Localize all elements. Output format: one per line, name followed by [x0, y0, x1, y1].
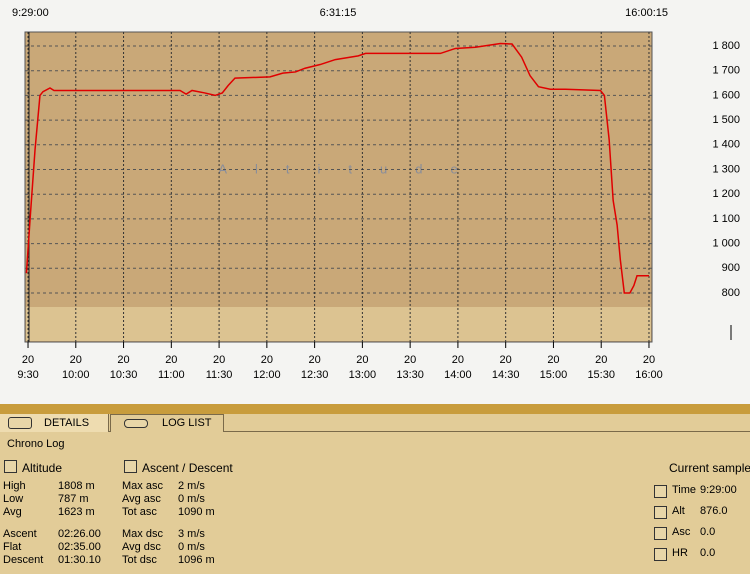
stat-value: 02:35.00: [58, 541, 101, 553]
x-tick-label: 12:00: [253, 369, 281, 381]
sample-label: HR: [672, 547, 688, 559]
x-tick-day: 20: [452, 354, 464, 366]
stat-label: Max asc: [122, 480, 163, 492]
sample-value: 0.0: [700, 526, 716, 538]
y-tick-label: 1 600: [712, 89, 740, 101]
y-tick-label: 800: [722, 287, 740, 299]
tab-label[interactable]: LOG LIST: [162, 417, 212, 429]
x-tick-label: 14:30: [492, 369, 520, 381]
stat-value: 2 m/s: [178, 480, 205, 492]
stat-value: 01:30.10: [58, 554, 101, 566]
tab-icon: [124, 419, 148, 428]
x-tick-day: 20: [595, 354, 607, 366]
icon: [654, 485, 667, 498]
x-tick-label: 9:30: [17, 369, 38, 381]
stat-label: Flat: [3, 541, 22, 553]
tab-line: [0, 431, 750, 432]
stat-value: 1808 m: [58, 480, 95, 492]
stat-label: Avg: [3, 506, 22, 518]
y-tick-label: 1 400: [712, 139, 740, 151]
x-tick-day: 20: [213, 354, 225, 366]
y-tick-label: 900: [722, 262, 740, 274]
stat-label: Tot asc: [122, 506, 157, 518]
y-tick-label: 1 700: [712, 65, 740, 77]
x-tick-day: 20: [547, 354, 559, 366]
icon: [4, 460, 17, 473]
tab-icon: [8, 417, 32, 429]
altitude-line: [25, 42, 649, 294]
sample-label: Time: [672, 484, 697, 496]
section-title: Chrono Log: [7, 438, 65, 450]
y-tick-label: 1 500: [712, 114, 740, 126]
stat-value: 0 m/s: [178, 493, 205, 505]
x-tick-day: 20: [165, 354, 177, 366]
sample-value: 0.0: [700, 547, 716, 559]
y-tick-label: 1 000: [712, 238, 740, 250]
stat-value: 3 m/s: [178, 528, 205, 540]
x-tick-label: 10:30: [110, 369, 138, 381]
stat-value: 787 m: [58, 493, 89, 505]
stat-label: Ascent: [3, 528, 37, 540]
stat-value: 0 m/s: [178, 541, 205, 553]
plot-area: [24, 31, 653, 343]
stat-value: 1096 m: [178, 554, 215, 566]
x-tick-label: 13:30: [396, 369, 424, 381]
watermark: Altitude: [218, 161, 485, 176]
x-tick-label: 14:00: [444, 369, 472, 381]
x-tick-label: 15:00: [540, 369, 568, 381]
y-tick-label: 1 800: [712, 40, 740, 52]
x-tick-day: 20: [404, 354, 416, 366]
stat-value: 02:26.00: [58, 528, 101, 540]
divider-bar: [0, 404, 750, 414]
x-tick-day: 20: [500, 354, 512, 366]
stat-label: Tot dsc: [122, 554, 157, 566]
icon: [124, 460, 137, 473]
y-tick-label: 1 100: [712, 213, 740, 225]
plot-lower-band: [26, 307, 651, 341]
x-tick-label: 15:30: [587, 369, 615, 381]
sample-value: 9:29:00: [700, 484, 737, 496]
x-tick-label: 13:00: [349, 369, 377, 381]
icon: [654, 527, 667, 540]
icon: [654, 548, 667, 561]
x-tick-label: 12:30: [301, 369, 329, 381]
sample-label: Alt: [672, 505, 685, 517]
x-tick-day: 20: [70, 354, 82, 366]
stat-label: Avg asc: [122, 493, 161, 505]
group-title: Ascent / Descent: [142, 461, 233, 475]
tab-label[interactable]: DETAILS: [44, 417, 90, 429]
stat-label: Descent: [3, 554, 44, 566]
stat-label: Avg dsc: [122, 541, 161, 553]
stat-label: High: [3, 480, 26, 492]
x-tick-day: 20: [356, 354, 368, 366]
icon: [654, 506, 667, 519]
x-tick-day: 20: [261, 354, 273, 366]
x-tick-label: 11:00: [158, 369, 185, 381]
sample-value: 876.0: [700, 505, 728, 517]
x-tick-day: 20: [22, 354, 34, 366]
y-tick-label: 1 300: [712, 163, 740, 175]
sample-label: Asc: [672, 526, 691, 538]
details-panel: [0, 414, 750, 574]
x-tick-label: 11:30: [206, 369, 233, 381]
x-tick-label: 16:00: [635, 369, 663, 381]
start-time: 9:29:00: [12, 7, 49, 19]
stat-value: 1090 m: [178, 506, 215, 518]
group-title: Altitude: [22, 461, 63, 475]
group-title: Current sample: [669, 461, 750, 475]
stat-label: Low: [3, 493, 24, 505]
stat-value: 1623 m: [58, 506, 95, 518]
chart: 9:29:00 6:31:15 16:00:15 Altitude 800 900…: [12, 6, 740, 381]
end-time: 16:00:15: [625, 7, 668, 19]
x-tick-day: 20: [308, 354, 320, 366]
stat-label: Max dsc: [122, 528, 163, 540]
duration: 6:31:15: [320, 7, 357, 19]
x-tick-day: 20: [117, 354, 129, 366]
x-tick-label: 10:00: [62, 369, 90, 381]
x-tick-day: 20: [643, 354, 655, 366]
y-tick-label: 1 200: [712, 188, 740, 200]
